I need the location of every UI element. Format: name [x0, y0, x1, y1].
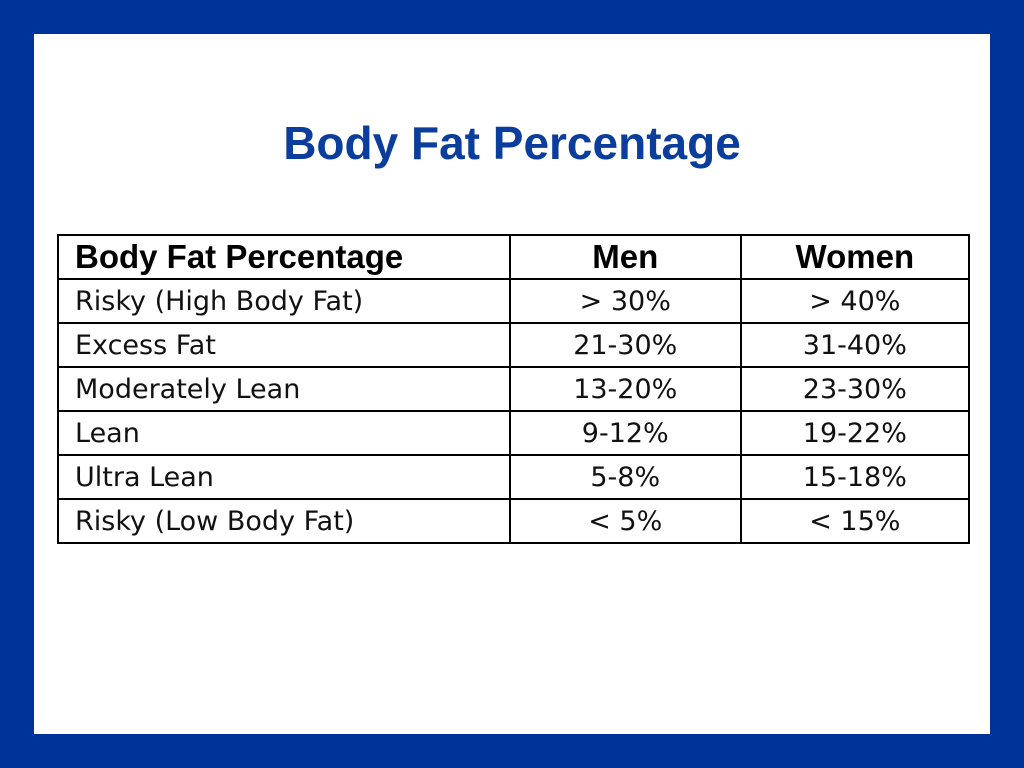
body-fat-table: Body Fat Percentage Men Women Risky (Hig…	[57, 234, 971, 544]
header-men: Men	[508, 234, 742, 280]
table-header-row: Body Fat Percentage Men Women	[57, 234, 971, 280]
table-row: Moderately Lean 13-20% 23-30%	[57, 366, 971, 412]
row-category: Ultra Lean	[57, 454, 511, 500]
row-men-value: < 5%	[508, 498, 742, 544]
table-row: Ultra Lean 5-8% 15-18%	[57, 454, 971, 500]
table-row: Excess Fat 21-30% 31-40%	[57, 322, 971, 368]
row-women-value: 31-40%	[739, 322, 971, 368]
table-row: Risky (Low Body Fat) < 5% < 15%	[57, 498, 971, 544]
row-men-value: 21-30%	[508, 322, 742, 368]
row-men-value: > 30%	[508, 278, 742, 324]
header-women: Women	[739, 234, 971, 280]
row-category: Moderately Lean	[57, 366, 511, 412]
header-category: Body Fat Percentage	[57, 234, 511, 280]
row-category: Risky (High Body Fat)	[57, 278, 511, 324]
row-category: Excess Fat	[57, 322, 511, 368]
row-category: Lean	[57, 410, 511, 456]
slide: Body Fat Percentage Body Fat Percentage …	[34, 34, 990, 734]
row-women-value: 15-18%	[739, 454, 971, 500]
table-row: Risky (High Body Fat) > 30% > 40%	[57, 278, 971, 324]
slide-title: Body Fat Percentage	[283, 117, 741, 169]
row-women-value: 23-30%	[739, 366, 971, 412]
row-category: Risky (Low Body Fat)	[57, 498, 511, 544]
row-men-value: 5-8%	[508, 454, 742, 500]
row-women-value: > 40%	[739, 278, 971, 324]
table-row: Lean 9-12% 19-22%	[57, 410, 971, 456]
row-women-value: 19-22%	[739, 410, 971, 456]
row-men-value: 13-20%	[508, 366, 742, 412]
row-women-value: < 15%	[739, 498, 971, 544]
row-men-value: 9-12%	[508, 410, 742, 456]
